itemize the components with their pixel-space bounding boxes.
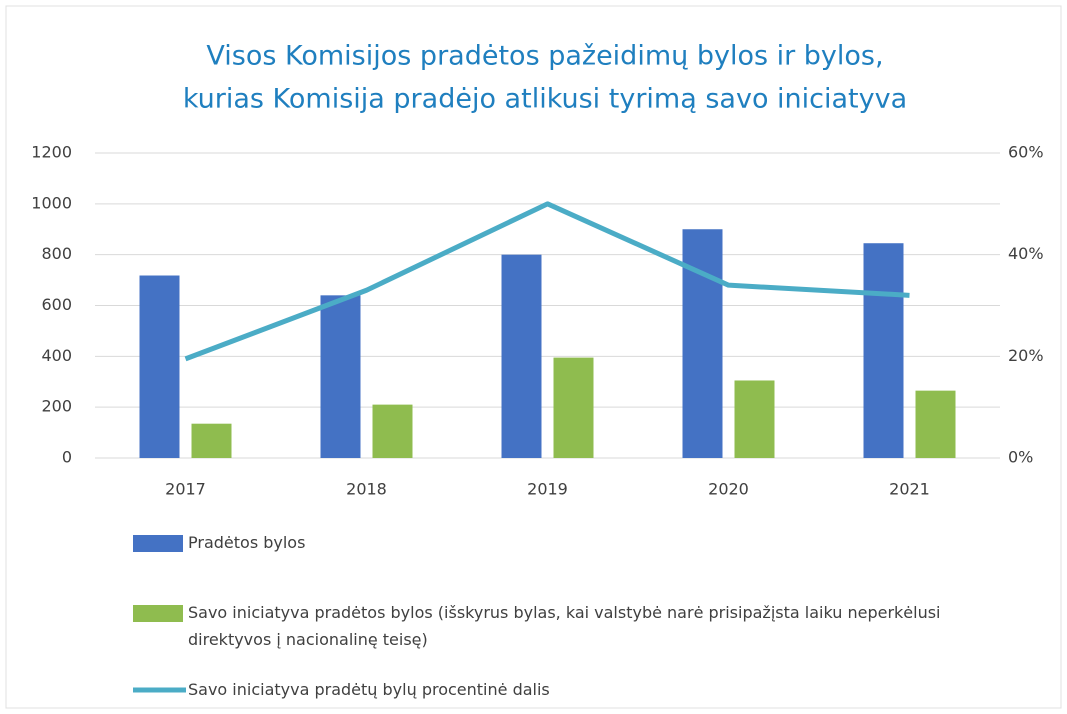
chart-title: Visos Komisijos pradėtos pažeidimų bylos…	[206, 41, 883, 72]
bar	[139, 275, 180, 458]
line	[184, 201, 910, 362]
legend-swatch	[133, 605, 183, 622]
y-tick-label: 1000	[31, 193, 72, 212]
y-tick-label: 600	[41, 295, 72, 314]
bar	[553, 357, 594, 458]
legend-label: Pradėtos bylos	[188, 533, 306, 552]
chart-title: kurias Komisija pradėjo atlikusi tyrimą …	[183, 84, 907, 115]
bar	[734, 380, 775, 458]
legend-label: Savo iniciatyva pradėtų bylų procentinė …	[188, 680, 550, 699]
frame	[5, 5, 1062, 709]
y2-tick-label: 40%	[1008, 244, 1044, 263]
x-tick-label: 2019	[527, 480, 568, 499]
y-tick-label: 400	[41, 346, 72, 365]
x-tick-label: 2018	[346, 480, 387, 499]
bar	[682, 229, 723, 458]
bar	[915, 390, 956, 458]
y2-tick-label: 0%	[1008, 448, 1033, 467]
bar	[191, 423, 232, 458]
y-tick-label: 0	[62, 448, 72, 467]
bar	[372, 404, 413, 458]
y2-tick-label: 60%	[1008, 143, 1044, 162]
legend-swatch	[133, 535, 183, 552]
x-tick-label: 2020	[708, 480, 749, 499]
y2-tick-label: 20%	[1008, 346, 1044, 365]
y-tick-label: 800	[41, 244, 72, 263]
bar	[320, 295, 361, 458]
y-tick-label: 1200	[31, 143, 72, 162]
legend-label: Savo iniciatyva pradėtos bylos (išskyrus…	[188, 603, 941, 649]
bar	[501, 254, 542, 458]
x-tick-label: 2017	[165, 480, 206, 499]
y-tick-label: 200	[41, 397, 72, 416]
x-tick-label: 2021	[889, 480, 930, 499]
bar	[863, 243, 904, 458]
